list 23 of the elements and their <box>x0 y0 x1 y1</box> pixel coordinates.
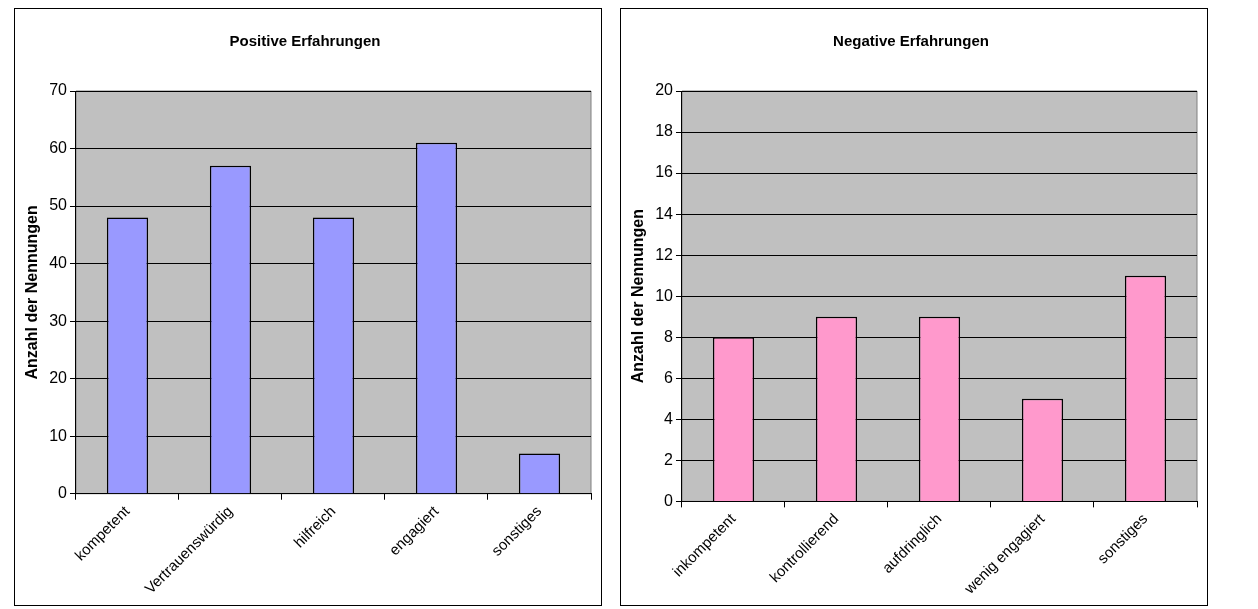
y-axis-title: Anzahl der Nennungen <box>23 205 41 380</box>
y-tick-label: 12 <box>655 245 674 263</box>
y-tick-label: 10 <box>655 286 674 304</box>
y-tick-label: 50 <box>49 196 68 214</box>
y-tick-label: 20 <box>49 369 68 387</box>
y-tick-label: 10 <box>49 426 68 444</box>
y-tick-label: 20 <box>655 81 674 99</box>
y-tick-label: 18 <box>655 122 674 140</box>
y-axis-title: Anzahl der Nennungen <box>629 209 647 384</box>
y-tick-label: 30 <box>49 311 68 329</box>
y-tick-label: 8 <box>664 327 674 345</box>
y-tick-label: 60 <box>49 138 68 156</box>
y-tick-label: 0 <box>58 484 68 502</box>
y-tick-label: 14 <box>655 204 674 222</box>
y-tick-label: 70 <box>49 81 68 99</box>
chart-title: Negative Erfahrungen <box>833 32 989 50</box>
y-tick-label: 2 <box>664 450 674 468</box>
y-tick-label: 16 <box>655 163 674 181</box>
y-tick-label: 4 <box>664 409 674 427</box>
y-tick-label: 40 <box>49 254 68 271</box>
y-tick-label: 0 <box>664 491 674 509</box>
y-tick-label: 6 <box>664 368 674 386</box>
chart-title: Positive Erfahrungen <box>229 32 381 50</box>
